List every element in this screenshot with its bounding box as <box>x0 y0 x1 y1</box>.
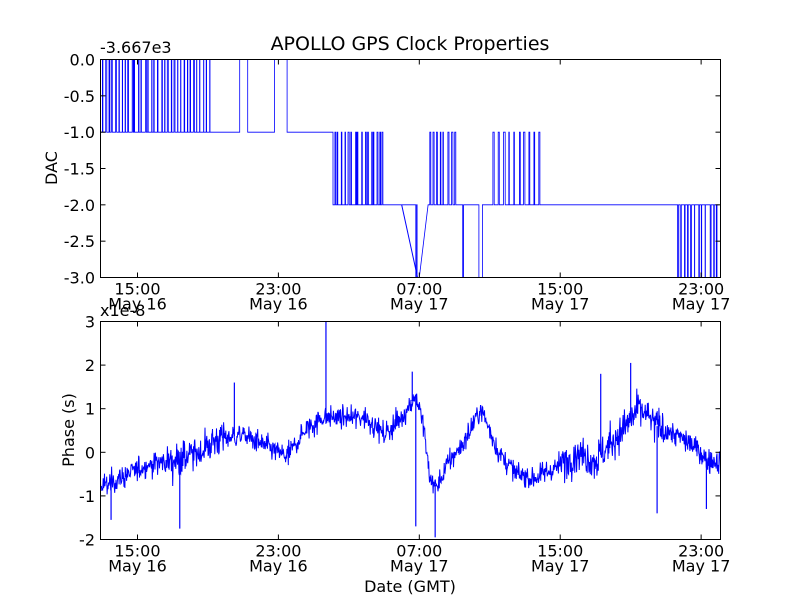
y-tick-label: -1.0 <box>64 123 95 142</box>
y-tick-label: 3 <box>85 313 95 332</box>
y-tick-label: 0 <box>85 443 95 462</box>
y-tick-label: -0.5 <box>64 87 95 106</box>
y-tick-label: 2 <box>85 356 95 375</box>
x-tick-time-label: 23:00 <box>678 280 724 299</box>
dac-y-axis-label: DAC <box>42 151 61 185</box>
x-tick-date-label: May 16 <box>249 295 308 314</box>
x-tick-date-label: May 17 <box>672 295 731 314</box>
x-tick-time-label: 07:00 <box>396 280 442 299</box>
dac-ramp-line <box>401 204 419 278</box>
phase-plot-area <box>100 321 721 538</box>
x-tick-date-label: May 17 <box>390 295 449 314</box>
dac-panel: APOLLO GPS Clock Properties -3.667e3 DAC… <box>42 33 730 314</box>
x-tick-date-label: May 17 <box>672 557 731 576</box>
phase-offset-label: x1e-8 <box>100 301 145 320</box>
y-tick-label: -1.5 <box>64 160 95 179</box>
y-tick-label: -1 <box>79 487 95 506</box>
y-tick-label: -2.0 <box>64 196 95 215</box>
y-tick-label: -3.0 <box>64 269 95 288</box>
dac-offset-label: -3.667e3 <box>100 38 172 57</box>
x-tick-date-label: May 16 <box>108 295 167 314</box>
phase-x-axis-label: Date (GMT) <box>364 577 456 596</box>
dac-y-ticks: -3.0 -2.5 -2.0 -1.5 -1.0 -0.5 0.0 <box>64 51 721 288</box>
y-tick-label: 1 <box>85 400 95 419</box>
x-tick-date-label: May 16 <box>249 557 308 576</box>
x-tick-time-label: 23:00 <box>255 280 301 299</box>
x-tick-date-label: May 17 <box>531 295 590 314</box>
x-tick-time-label: 23:00 <box>255 542 301 561</box>
phase-axes-frame <box>100 321 721 540</box>
x-tick-date-label: May 17 <box>390 557 449 576</box>
dac-series-line <box>100 59 719 278</box>
phase-series-line <box>100 388 721 495</box>
y-tick-label: -2 <box>79 531 95 550</box>
y-tick-label: 0.0 <box>70 51 95 70</box>
x-tick-time-label: 07:00 <box>396 542 442 561</box>
phase-panel: x1e-8 Phase (s) Date (GMT) -2 -1 0 1 2 3 15:0… <box>59 301 730 596</box>
y-tick-label: -2.5 <box>64 232 95 251</box>
phase-y-ticks: -2 -1 0 1 2 3 <box>79 313 721 550</box>
dac-plot-area <box>100 59 719 278</box>
x-tick-date-label: May 17 <box>531 557 590 576</box>
chart-title: APOLLO GPS Clock Properties <box>271 33 550 55</box>
x-tick-time-label: 15:00 <box>114 542 160 561</box>
x-tick-time-label: 15:00 <box>537 280 583 299</box>
x-tick-time-label: 15:00 <box>114 280 160 299</box>
x-tick-time-label: 23:00 <box>678 542 724 561</box>
phase-y-axis-label: Phase (s) <box>59 393 78 467</box>
x-tick-time-label: 15:00 <box>537 542 583 561</box>
x-tick-date-label: May 16 <box>108 557 167 576</box>
